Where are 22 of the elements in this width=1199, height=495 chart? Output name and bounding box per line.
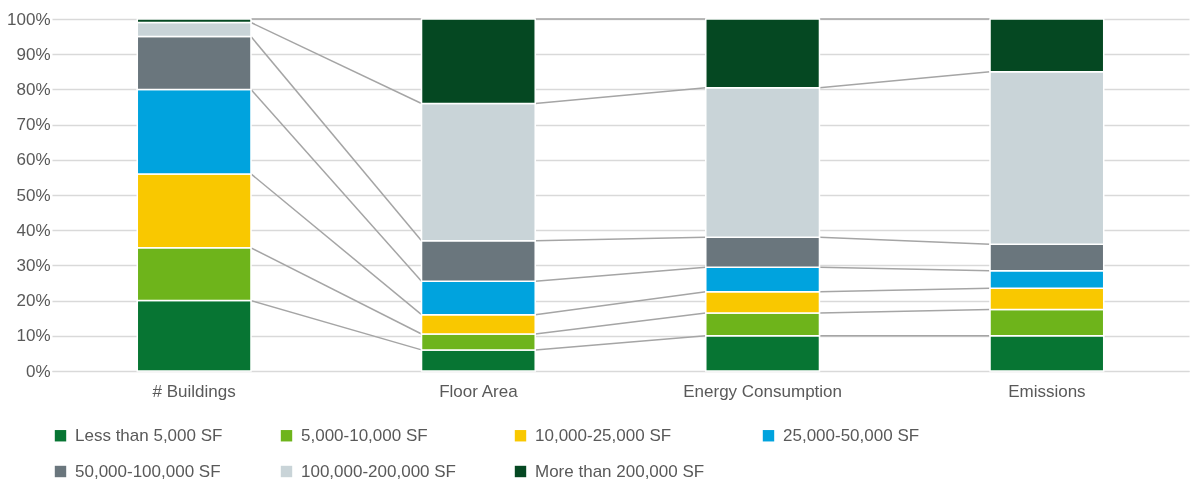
y-tick-label: 60%	[16, 150, 51, 170]
legend-label: 100,000-200,000 SF	[301, 461, 457, 481]
legend-label: 10,000-25,000 SF	[535, 425, 672, 445]
y-tick-label: 30%	[16, 255, 51, 275]
y-tick-label: 40%	[16, 220, 51, 240]
legend-label: Less than 5,000 SF	[75, 425, 223, 445]
y-tick-label: 0%	[25, 361, 51, 381]
y-tick-label: 100%	[7, 9, 51, 29]
y-tick-label: 20%	[16, 291, 51, 311]
y-tick-label: 50%	[16, 185, 51, 205]
x-tick-label: Floor Area	[439, 381, 519, 401]
legend-label: More than 200,000 SF	[535, 461, 705, 481]
x-tick-label: Energy Consumption	[683, 381, 843, 401]
y-tick-label: 90%	[16, 44, 51, 64]
legend-label: 50,000-100,000 SF	[75, 461, 221, 481]
legend-label: 25,000-50,000 SF	[783, 425, 920, 445]
y-tick-label: 70%	[16, 115, 51, 135]
legend-label: 5,000-10,000 SF	[301, 425, 428, 445]
x-tick-label: Emissions	[1008, 381, 1086, 401]
y-tick-label: 10%	[16, 326, 51, 346]
x-tick-label: # Buildings	[152, 381, 236, 401]
y-tick-label: 80%	[16, 79, 51, 99]
